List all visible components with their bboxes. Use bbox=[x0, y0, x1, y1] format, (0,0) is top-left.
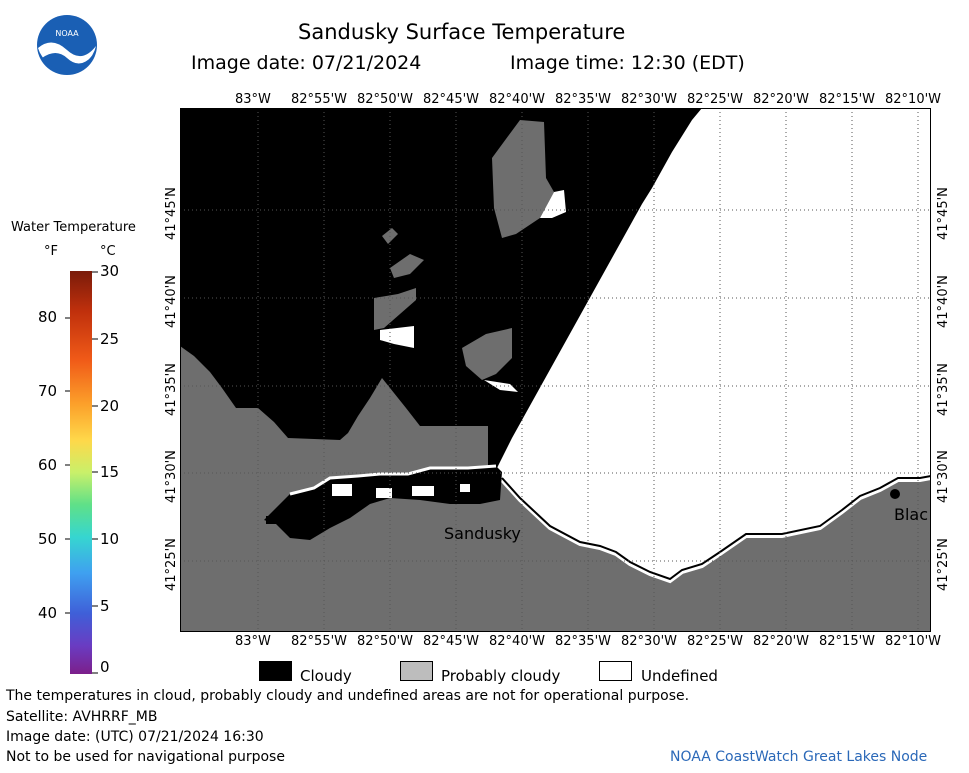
f-tick-50: 50 bbox=[38, 530, 58, 548]
f-tick-80: 80 bbox=[38, 308, 58, 326]
lon-bottom-8235: 82°35'W bbox=[555, 634, 612, 649]
c-tick-30: 30 bbox=[100, 262, 120, 280]
lat-left-4140: 41°40'N bbox=[164, 275, 179, 328]
legend-cloudy-swatch bbox=[259, 661, 292, 681]
footer-utc-date: Image date: (UTC) 07/21/2024 16:30 bbox=[6, 729, 264, 745]
lat-left-4145: 41°45'N bbox=[164, 187, 179, 240]
lat-left-4135: 41°35'N bbox=[164, 363, 179, 416]
place-sandusky: Sandusky bbox=[444, 524, 521, 543]
lon-top-8230: 82°30'W bbox=[621, 92, 678, 107]
lon-bottom-8250: 82°50'W bbox=[357, 634, 414, 649]
lon-top-83w: 83°W bbox=[235, 92, 271, 107]
map-title: Sandusky Surface Temperature bbox=[298, 20, 626, 44]
legend-undefined-label: Undefined bbox=[641, 667, 718, 685]
c-tick-5: 5 bbox=[100, 597, 110, 615]
lon-top-8235: 82°35'W bbox=[555, 92, 612, 107]
legend-probably-cloudy-label: Probably cloudy bbox=[441, 667, 561, 685]
c-tick-25: 25 bbox=[100, 330, 120, 348]
f-tick-70: 70 bbox=[38, 382, 58, 400]
place-blac: Blac bbox=[894, 505, 929, 524]
lat-right-4140: 41°40'N bbox=[936, 275, 951, 328]
lon-bottom-8255: 82°55'W bbox=[291, 634, 348, 649]
cloudy-area bbox=[180, 108, 702, 526]
lon-top-8225: 82°25'W bbox=[687, 92, 744, 107]
lat-right-4130: 41°30'N bbox=[936, 450, 951, 503]
legend-cloudy-label: Cloudy bbox=[300, 667, 352, 685]
blac-marker bbox=[890, 489, 900, 499]
lon-top-8250: 82°50'W bbox=[357, 92, 414, 107]
c-tick-0: 0 bbox=[100, 658, 110, 676]
sandusky-map bbox=[180, 108, 931, 632]
logo-text: NOAA bbox=[55, 29, 79, 38]
temperature-colorbar bbox=[70, 271, 92, 674]
lon-top-8215: 82°15'W bbox=[819, 92, 876, 107]
lat-right-4125: 41°25'N bbox=[936, 538, 951, 591]
image-date: Image date: 07/21/2024 bbox=[191, 52, 422, 74]
legend-probably-cloudy-swatch bbox=[400, 661, 433, 681]
lon-bottom-8220: 82°20'W bbox=[753, 634, 810, 649]
lon-bottom-8225: 82°25'W bbox=[687, 634, 744, 649]
lon-top-8255: 82°55'W bbox=[291, 92, 348, 107]
lon-bottom-8240: 82°40'W bbox=[489, 634, 546, 649]
footer-credit: NOAA CoastWatch Great Lakes Node bbox=[670, 749, 928, 765]
legend-undefined-swatch bbox=[599, 661, 632, 681]
image-time: Image time: 12:30 (EDT) bbox=[510, 52, 745, 74]
lat-left-4130: 41°30'N bbox=[164, 450, 179, 503]
c-tick-20: 20 bbox=[100, 397, 120, 415]
lon-top-8210: 82°10'W bbox=[885, 92, 942, 107]
lon-bottom-83w: 83°W bbox=[235, 634, 271, 649]
noaa-logo: NOAA bbox=[37, 15, 97, 75]
footer-satellite: Satellite: AVHRRF_MB bbox=[6, 709, 158, 725]
lon-top-8245: 82°45'W bbox=[423, 92, 480, 107]
lon-bottom-8245: 82°45'W bbox=[423, 634, 480, 649]
footer-nav-warning: Not to be used for navigational purpose bbox=[6, 749, 285, 765]
lon-top-8220: 82°20'W bbox=[753, 92, 810, 107]
lat-right-4135: 41°35'N bbox=[936, 363, 951, 416]
colorbar-ticks bbox=[65, 271, 98, 674]
f-tick-40: 40 bbox=[38, 604, 58, 622]
lat-right-4145: 41°45'N bbox=[936, 187, 951, 240]
lon-top-8240: 82°40'W bbox=[489, 92, 546, 107]
c-tick-15: 15 bbox=[100, 463, 120, 481]
lon-bottom-8230: 82°30'W bbox=[621, 634, 678, 649]
unit-fahrenheit: °F bbox=[44, 244, 58, 259]
unit-celsius: °C bbox=[100, 244, 116, 259]
c-tick-10: 10 bbox=[100, 530, 120, 548]
f-tick-60: 60 bbox=[38, 456, 58, 474]
scale-title: Water Temperature bbox=[11, 220, 136, 235]
lon-bottom-8210: 82°10'W bbox=[885, 634, 942, 649]
lat-left-4125: 41°25'N bbox=[164, 538, 179, 591]
footer-disclaimer: The temperatures in cloud, probably clou… bbox=[6, 688, 690, 704]
land-area bbox=[180, 346, 931, 632]
lon-bottom-8215: 82°15'W bbox=[819, 634, 876, 649]
